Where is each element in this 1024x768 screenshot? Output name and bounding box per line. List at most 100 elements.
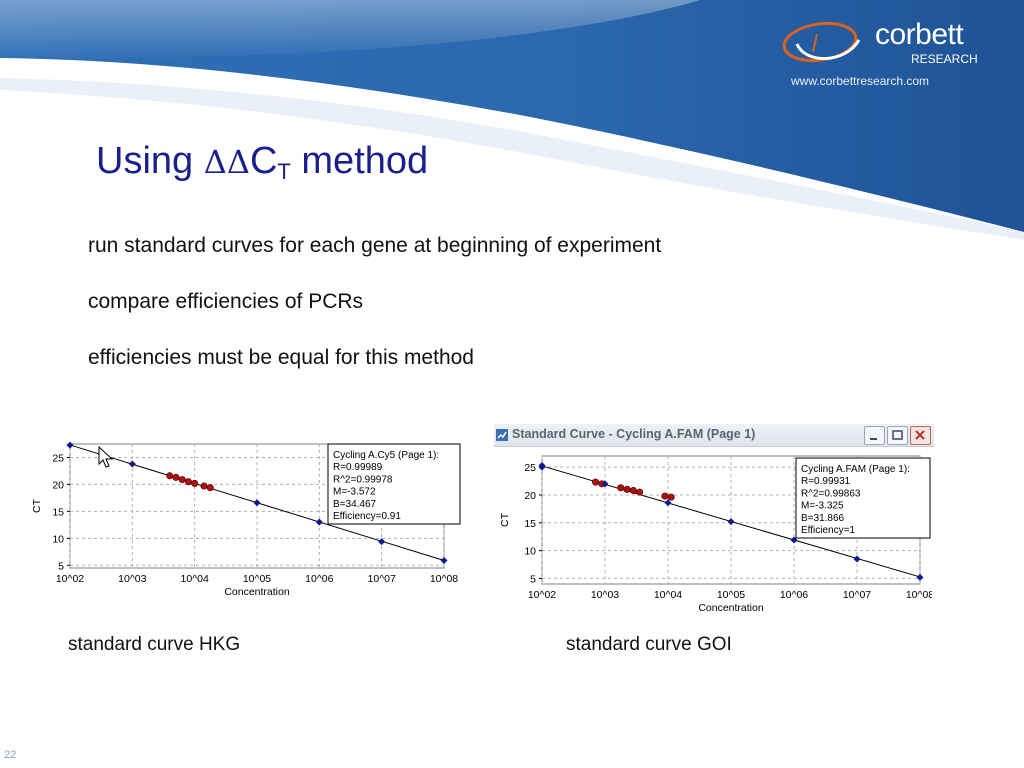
unknown-point — [178, 476, 186, 484]
x-tick-label: 10^05 — [243, 573, 271, 585]
x-tick-label: 10^04 — [654, 589, 682, 601]
legend-line: M=-3.572 — [333, 487, 376, 498]
unknown-point — [206, 484, 214, 492]
minimize-button[interactable] — [864, 426, 885, 445]
unknown-point — [667, 493, 675, 501]
bullet-item: run standard curves for each gene at beg… — [88, 234, 662, 257]
title-delta: ΔΔ — [203, 143, 250, 181]
standard-point — [66, 441, 74, 449]
y-tick-label: 25 — [524, 462, 536, 474]
logo-url-link[interactable]: www.corbettresearch.com — [791, 74, 930, 88]
page-number: 22 — [4, 749, 17, 761]
legend-line: Cycling A.Cy5 (Page 1): — [333, 450, 439, 461]
window-titlebar: Standard Curve - Cycling A.FAM (Page 1) — [494, 424, 934, 447]
unknown-point — [623, 485, 631, 493]
cursor-icon — [98, 446, 114, 468]
close-button[interactable] — [910, 426, 931, 445]
legend-line: R=0.99989 — [333, 462, 383, 473]
legend-line: B=31.866 — [801, 513, 845, 524]
unknown-point — [661, 492, 669, 500]
x-axis-label: Concentration — [698, 602, 764, 614]
unknown-point — [191, 479, 199, 487]
legend-line: R^2=0.99863 — [801, 488, 861, 499]
standard-point — [853, 555, 861, 563]
caption-hkg: standard curve HKG — [68, 634, 241, 655]
x-tick-label: 10^03 — [118, 573, 146, 585]
unknown-point — [617, 484, 625, 492]
x-tick-label: 10^08 — [430, 573, 458, 585]
standard-point — [378, 538, 386, 546]
legend-box: Cycling A.FAM (Page 1):R=0.99931R^2=0.99… — [795, 457, 931, 539]
unknown-point — [629, 487, 637, 495]
x-tick-label: 10^02 — [56, 573, 84, 585]
x-tick-label: 10^06 — [780, 589, 808, 601]
standard-point — [664, 499, 672, 507]
x-tick-label: 10^02 — [528, 589, 556, 601]
standard-point — [601, 480, 609, 488]
legend-frame — [795, 457, 931, 539]
x-tick-label: 10^03 — [591, 589, 619, 601]
standard-point — [253, 499, 261, 507]
y-tick-label: 10 — [52, 533, 64, 545]
y-axis-label: CT — [499, 512, 511, 527]
x-tick-label: 10^08 — [906, 589, 932, 601]
y-tick-label: 5 — [58, 560, 64, 572]
legend-frame — [327, 443, 461, 525]
logo-subtitle: RESEARCH — [911, 52, 978, 66]
slide-title: Using ΔΔCT method — [96, 140, 428, 185]
unknown-point — [166, 472, 174, 480]
maximize-icon — [892, 430, 903, 440]
standard-point — [128, 460, 136, 468]
y-tick-label: 20 — [524, 490, 536, 502]
bullet-item: efficiencies must be equal for this meth… — [88, 346, 474, 369]
maximize-button[interactable] — [887, 426, 908, 445]
legend-box: Cycling A.Cy5 (Page 1):R=0.99989R^2=0.99… — [327, 443, 461, 525]
x-tick-label: 10^07 — [368, 573, 396, 585]
x-tick-label: 10^06 — [305, 573, 333, 585]
standard-point — [315, 518, 323, 526]
standard-point — [727, 518, 735, 526]
legend-line: R=0.99931 — [801, 476, 851, 487]
standard-point — [916, 573, 924, 581]
unknown-point — [592, 478, 600, 486]
x-tick-label: 10^04 — [181, 573, 209, 585]
chart-goi: 10^02 10^03 10^04 10^05 10^06 10^07 10^08 5 10 15… — [499, 455, 932, 614]
header-background — [0, 0, 1024, 240]
y-tick-label: 15 — [524, 518, 536, 530]
caption-goi: standard curve GOI — [566, 634, 732, 655]
window-title: Standard Curve - Cycling A.FAM (Page 1) — [512, 427, 756, 441]
legend-line: Efficiency=1 — [801, 525, 855, 536]
unknown-point — [172, 473, 180, 481]
unknown-point — [200, 482, 208, 490]
logo-wordmark: corbett — [875, 18, 964, 51]
title-text: Using — [96, 140, 204, 182]
x-tick-label: 10^05 — [717, 589, 745, 601]
title-c: C — [249, 140, 278, 182]
chart-app-icon — [496, 429, 508, 441]
title-subscript: T — [277, 159, 291, 184]
y-tick-label: 20 — [52, 479, 64, 491]
standard-point — [440, 556, 448, 564]
legend-line: Efficiency=0.91 — [333, 511, 401, 522]
y-tick-label: 5 — [530, 573, 536, 585]
standard-curve-window: Standard Curve - Cycling A.FAM (Page 1) … — [494, 424, 934, 620]
standard-point — [538, 463, 546, 471]
x-axis-label: Concentration — [224, 586, 290, 598]
chart-hkg: 10^02 10^03 10^04 10^05 10^06 10^07 10^08 5 10 15… — [31, 441, 461, 598]
y-tick-label: 10 — [524, 546, 536, 558]
corbett-logo-mark-icon — [782, 21, 861, 63]
y-tick-label: 15 — [52, 506, 64, 518]
legend-line: Cycling A.FAM (Page 1): — [801, 464, 910, 475]
bullet-item: compare efficiencies of PCRs — [88, 290, 364, 313]
title-rest: method — [290, 140, 429, 182]
y-tick-label: 25 — [52, 452, 64, 464]
unknown-point — [184, 478, 192, 486]
legend-line: B=34.467 — [333, 499, 377, 510]
legend-line: R^2=0.99978 — [333, 474, 393, 485]
corbett-logo: corbett RESEARCH www.corbettresearch.com — [775, 14, 1005, 94]
legend-line: M=-3.325 — [801, 501, 844, 512]
y-axis-label: CT — [31, 498, 43, 513]
minimize-icon — [870, 438, 877, 440]
unknown-point — [636, 488, 644, 496]
close-icon — [915, 430, 925, 440]
